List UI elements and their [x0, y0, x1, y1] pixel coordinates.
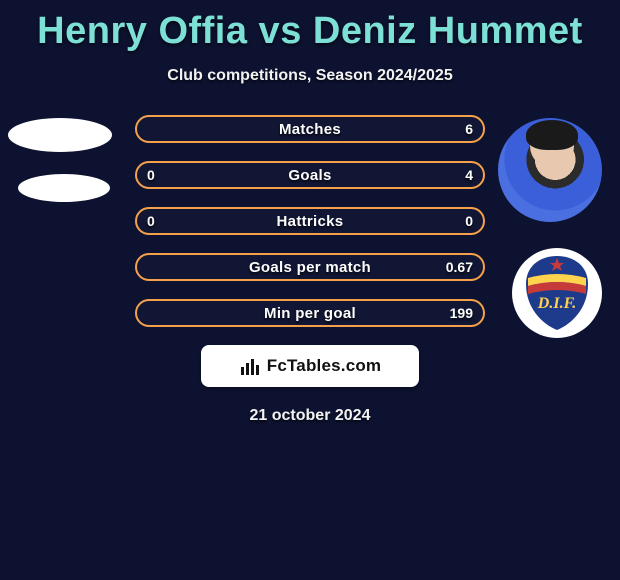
right-player-column: D.I.F. — [482, 118, 602, 338]
page-subtitle: Club competitions, Season 2024/2025 — [0, 67, 620, 85]
brand-text: FcTables.com — [267, 356, 382, 376]
stat-row-goals: 0 Goals 4 — [135, 161, 485, 189]
brand-pill[interactable]: FcTables.com — [201, 345, 419, 387]
stat-right-value: 0 — [465, 213, 473, 229]
stat-row-matches: Matches 6 — [135, 115, 485, 143]
stat-left-value: 0 — [147, 213, 155, 229]
page-title: Henry Offia vs Deniz Hummet — [0, 0, 620, 53]
stat-label: Goals per match — [249, 259, 371, 276]
stat-row-min-per-goal: Min per goal 199 — [135, 299, 485, 327]
stat-right-value: 6 — [465, 121, 473, 137]
left-player-column — [8, 118, 128, 224]
stat-right-value: 0.67 — [446, 259, 473, 275]
right-player-photo — [498, 118, 602, 222]
bars-icon — [239, 355, 261, 377]
stat-row-goals-per-match: Goals per match 0.67 — [135, 253, 485, 281]
stat-label: Min per goal — [264, 305, 356, 322]
stats-table: Matches 6 0 Goals 4 0 Hattricks 0 Goals … — [135, 115, 485, 327]
right-club-badge: D.I.F. — [512, 248, 602, 338]
stat-right-value: 199 — [450, 305, 473, 321]
stat-label: Matches — [279, 121, 341, 138]
stat-left-value: 0 — [147, 167, 155, 183]
stat-label: Goals — [288, 167, 331, 184]
stat-label: Hattricks — [277, 213, 344, 230]
stat-row-hattricks: 0 Hattricks 0 — [135, 207, 485, 235]
left-player-photo-placeholder — [8, 118, 112, 152]
dif-badge-icon: D.I.F. — [516, 252, 598, 334]
svg-text:D.I.F.: D.I.F. — [537, 295, 576, 312]
left-club-badge-placeholder — [18, 174, 110, 202]
stat-right-value: 4 — [465, 167, 473, 183]
footer-date: 21 october 2024 — [0, 407, 620, 425]
